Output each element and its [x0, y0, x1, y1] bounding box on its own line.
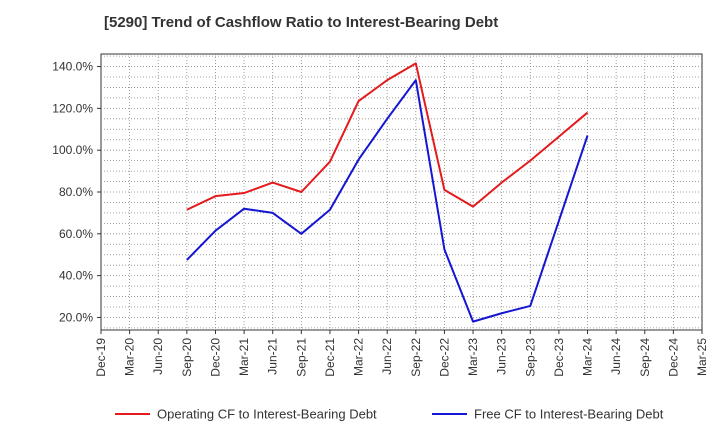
y-tick-label: 80.0%	[59, 185, 93, 199]
x-tick-label: Sep-23	[523, 338, 537, 377]
x-tick-label: Jun-23	[495, 338, 509, 375]
y-tick-label: 140.0%	[52, 60, 93, 74]
series-layer	[186, 62, 589, 323]
x-tick-label: Mar-25	[695, 338, 709, 376]
x-tick-label: Mar-21	[237, 338, 251, 376]
legend-layer: Operating CF to Interest-Bearing Debt Fre…	[115, 407, 664, 422]
y-tick-label: 60.0%	[59, 227, 93, 241]
x-tick-label: Jun-20	[151, 338, 165, 375]
x-tick-label: Dec-24	[666, 338, 680, 377]
x-tick-label: Dec-19	[94, 338, 108, 377]
x-tick-label: Jun-21	[266, 338, 280, 375]
x-tick-label: Sep-21	[294, 338, 308, 377]
x-tick-label: Sep-24	[638, 338, 652, 377]
x-tick-label: Mar-22	[352, 338, 366, 376]
x-tick-label: Jun-22	[380, 338, 394, 375]
x-tick-label: Mar-23	[466, 338, 480, 376]
x-tick-label: Dec-23	[552, 338, 566, 377]
series-line-1	[186, 62, 589, 211]
x-tick-label: Dec-22	[437, 338, 451, 377]
x-tick-label: Dec-20	[208, 338, 222, 377]
y-tick-label: 120.0%	[52, 101, 93, 115]
y-tick-label: 20.0%	[59, 310, 93, 324]
x-tick-label: Jun-24	[609, 338, 623, 375]
legend-label-2: Free CF to Interest-Bearing Debt	[474, 407, 664, 422]
series-line-2	[186, 79, 589, 323]
chart-title: [5290] Trend of Cashflow Ratio to Intere…	[104, 14, 499, 31]
x-tick-label: Sep-22	[409, 338, 423, 377]
x-tick-label: Sep-20	[180, 338, 194, 377]
grid-layer	[100, 53, 703, 331]
axis-layer: 20.0% 40.0% 60.0% 80.0% 100.0% 120.0% 140.0% De…	[52, 60, 709, 377]
x-tick-label: Dec-21	[323, 338, 337, 377]
x-tick-label: Mar-20	[123, 338, 137, 376]
y-tick-label: 100.0%	[52, 143, 93, 157]
x-tick-label: Mar-24	[581, 338, 595, 376]
legend-label-1: Operating CF to Interest-Bearing Debt	[157, 407, 377, 422]
y-tick-label: 40.0%	[59, 269, 93, 283]
